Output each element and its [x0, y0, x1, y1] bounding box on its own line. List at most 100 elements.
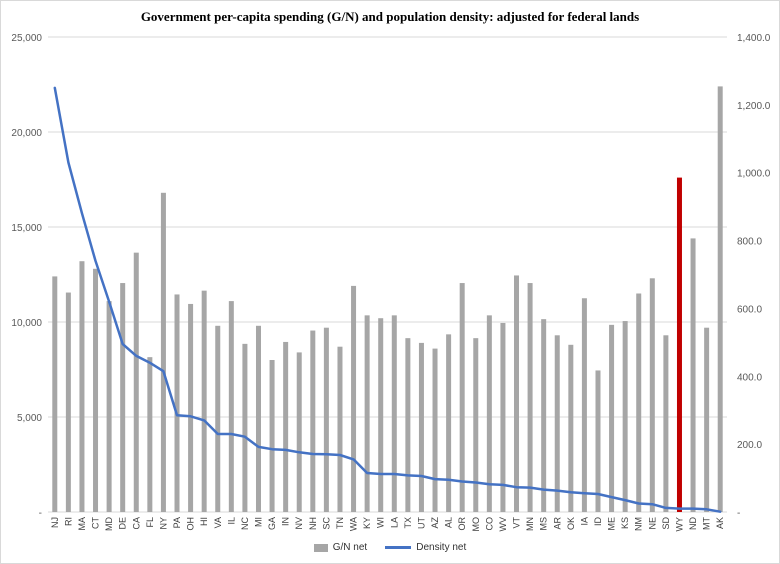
bar: [595, 370, 601, 512]
x-tick-label: DE: [118, 517, 128, 530]
x-tick-label: ID: [593, 516, 603, 526]
bar: [541, 319, 547, 512]
x-tick-label: NJ: [50, 517, 60, 528]
y-left-tick-label: 15,000: [11, 223, 42, 234]
bar: [52, 276, 58, 512]
bar: [622, 321, 628, 512]
bar: [690, 238, 696, 512]
bar: [486, 315, 492, 512]
x-tick-label: WA: [349, 517, 359, 531]
x-tick-label: ME: [607, 517, 617, 531]
bar: [676, 177, 682, 512]
y-right-tick-label: -: [737, 508, 740, 519]
bar: [704, 327, 710, 512]
legend-swatch-bar: [313, 543, 328, 552]
x-tick-label: LA: [389, 517, 399, 528]
density-line: [53, 86, 722, 513]
x-tick-label: NY: [158, 517, 168, 530]
bar: [554, 335, 560, 512]
bar: [446, 334, 452, 512]
bar: [432, 348, 438, 512]
bar: [609, 324, 615, 512]
x-tick-label: NH: [308, 517, 318, 530]
y-right-tick-label: 200.0: [737, 440, 762, 451]
bar: [269, 360, 275, 512]
bar: [500, 322, 506, 512]
x-tick-label: OH: [186, 517, 196, 531]
x-tick-label: MI: [254, 517, 264, 527]
bar: [378, 318, 384, 512]
legend-item-density-net: Density net: [385, 542, 466, 553]
chart-title: Government per-capita spending (G/N) and…: [140, 9, 640, 24]
x-tick-label: MT: [702, 517, 712, 530]
x-tick-label: MA: [77, 517, 87, 531]
bar: [255, 325, 261, 512]
x-tick-label: SD: [661, 517, 671, 530]
bar: [405, 338, 411, 512]
x-tick-label: OK: [566, 517, 576, 530]
x-tick-label: MD: [104, 517, 114, 531]
x-tick-label: AZ: [430, 517, 440, 529]
bar: [133, 252, 139, 512]
x-tick-label: RI: [63, 517, 73, 526]
legend: G/N net Density net: [0, 542, 780, 553]
x-tick-label: KY: [362, 517, 372, 529]
legend-label-gn-net: G/N net: [332, 542, 368, 553]
x-tick-label: IA: [579, 517, 589, 526]
bar: [310, 330, 316, 512]
bar: [459, 283, 465, 512]
bar: [160, 192, 166, 513]
x-tick-label: GA: [267, 517, 277, 530]
bar: [201, 290, 207, 512]
bar: [323, 327, 329, 512]
bar: [65, 292, 71, 512]
bar: [215, 325, 221, 512]
y-right-tick-label: 800.0: [737, 237, 762, 248]
x-tick-label: WY: [675, 517, 685, 532]
x-tick-label: UT: [416, 517, 426, 529]
x-tick-label: NV: [294, 517, 304, 530]
bar: [188, 303, 194, 512]
x-tick-label: OR: [457, 516, 467, 530]
bar: [351, 285, 357, 512]
x-tick-label: CA: [131, 517, 141, 530]
x-tick-label: TN: [335, 517, 345, 529]
bar: [527, 283, 533, 512]
x-tick-label: VT: [512, 517, 522, 529]
y-left-tick-label: 5,000: [17, 413, 42, 424]
x-tick-label: IN: [281, 517, 291, 526]
x-tick-label: KS: [620, 517, 630, 529]
legend-swatch-line: [385, 546, 412, 549]
x-tick-label: AL: [444, 517, 454, 528]
y-left-tick-label: 25,000: [11, 33, 42, 44]
bar: [473, 338, 479, 512]
x-tick-label: SC: [321, 517, 331, 530]
x-tick-label: NE: [647, 517, 657, 530]
y-left-tick-label: 10,000: [11, 318, 42, 329]
bar: [391, 315, 397, 512]
bar: [79, 261, 85, 512]
x-tick-label: NC: [240, 517, 250, 530]
x-tick-label: MO: [471, 517, 481, 532]
x-tick-label: FL: [145, 517, 155, 528]
x-tick-label: HI: [199, 517, 209, 526]
bar: [581, 298, 587, 512]
x-tick-label: PA: [172, 517, 182, 528]
x-tick-label: CT: [91, 517, 101, 529]
legend-label-density-net: Density net: [416, 542, 467, 553]
bar: [717, 86, 723, 513]
x-tick-label: TX: [403, 517, 413, 529]
x-tick-label: WI: [376, 517, 386, 528]
bar: [283, 341, 289, 512]
bar: [364, 315, 370, 512]
bar: [106, 301, 112, 512]
x-tick-label: ND: [688, 517, 698, 530]
x-tick-label: CO: [484, 517, 494, 531]
y-right-tick-label: 600.0: [737, 304, 762, 315]
bar: [174, 294, 180, 512]
x-tick-label: WV: [498, 517, 508, 532]
bar: [649, 278, 655, 512]
bar: [337, 346, 343, 512]
bar: [663, 335, 669, 512]
